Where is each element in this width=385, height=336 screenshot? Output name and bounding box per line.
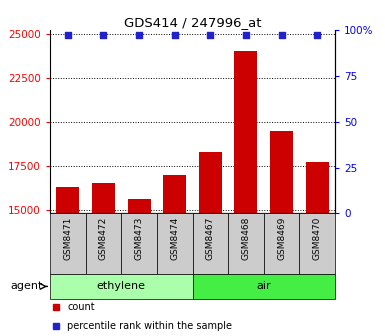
Point (100, 32, 107, 37)
Text: count: count (67, 302, 95, 312)
Point (136, 32, 142, 37)
Text: ethylene: ethylene (97, 282, 146, 291)
Bar (306, 162, 329, 213)
Text: percentile rank within the sample: percentile rank within the sample (67, 321, 232, 331)
Text: GSM8474: GSM8474 (170, 216, 179, 260)
Bar (92, 183, 115, 213)
Bar (121, 213, 157, 274)
Bar (192, 213, 228, 274)
Title: GDS414 / 247996_at: GDS414 / 247996_at (124, 16, 261, 29)
Point (278, 32, 285, 37)
Bar (228, 213, 264, 274)
Bar (192, 274, 335, 299)
Bar (50, 213, 85, 274)
Bar (199, 152, 222, 213)
Point (207, 32, 213, 37)
Point (243, 32, 249, 37)
Bar (300, 213, 335, 274)
Bar (85, 213, 121, 274)
Bar (163, 175, 186, 213)
Text: agent: agent (10, 282, 42, 291)
Text: GSM8472: GSM8472 (99, 216, 108, 260)
Text: GSM8468: GSM8468 (241, 216, 250, 260)
Bar (127, 199, 151, 213)
Text: GSM8471: GSM8471 (64, 216, 72, 260)
Bar (157, 213, 192, 274)
Point (314, 32, 320, 37)
Text: GSM8473: GSM8473 (135, 216, 144, 260)
Text: GSM8470: GSM8470 (313, 216, 321, 260)
Point (172, 32, 178, 37)
Bar (50, 274, 192, 299)
Bar (56, 187, 79, 213)
Bar (234, 51, 258, 213)
Text: GSM8467: GSM8467 (206, 216, 215, 260)
Text: air: air (256, 282, 271, 291)
Text: GSM8469: GSM8469 (277, 216, 286, 260)
Point (65, 32, 71, 37)
Bar (270, 131, 293, 213)
Bar (264, 213, 300, 274)
